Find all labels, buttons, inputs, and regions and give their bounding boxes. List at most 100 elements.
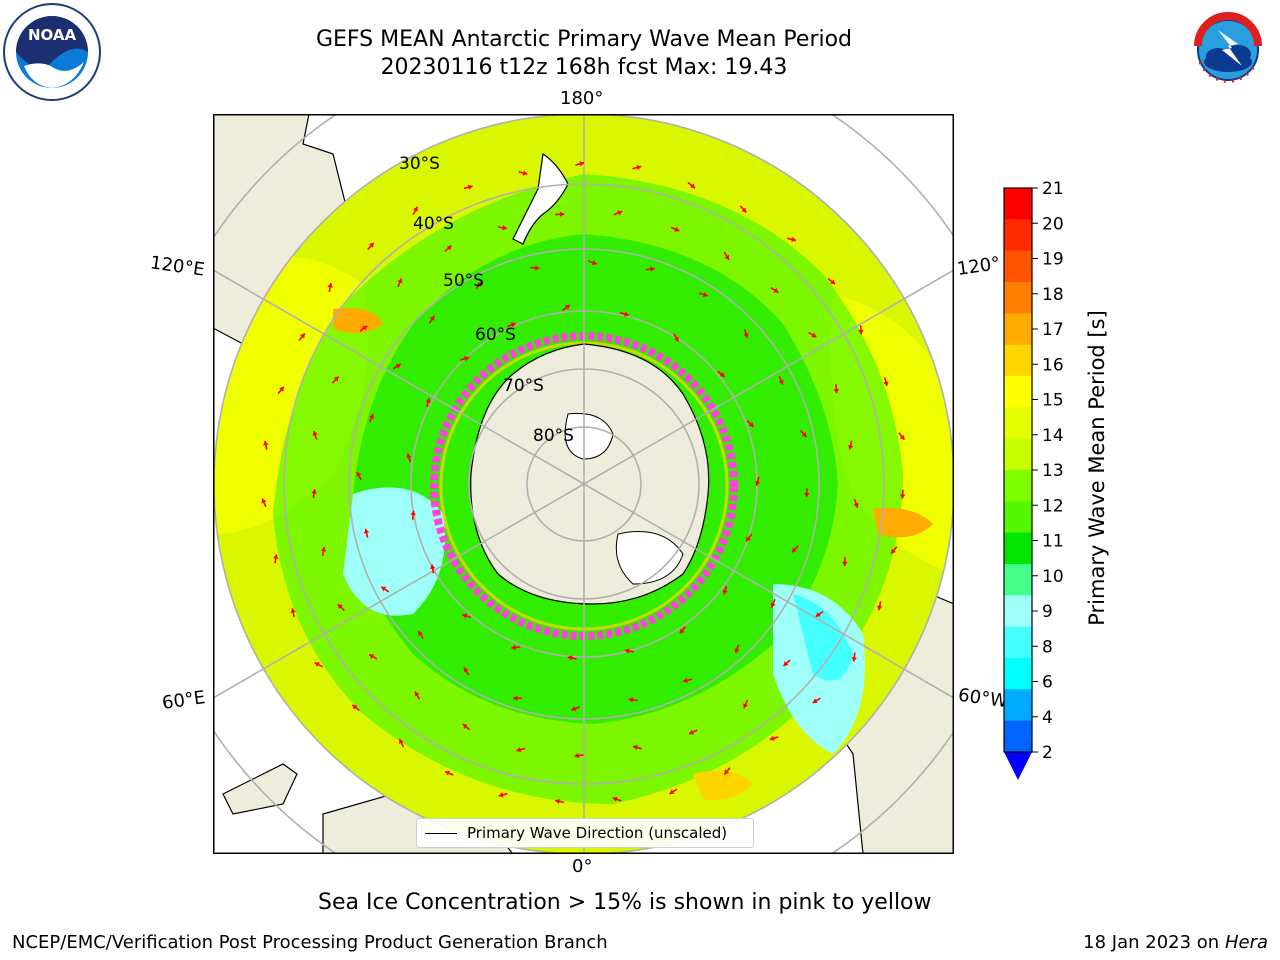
wave-arrow-head	[363, 528, 370, 534]
wave-arrow-head	[791, 236, 797, 243]
wave-arrow-head	[830, 279, 836, 285]
wave-arrow-head	[261, 498, 267, 504]
lat-label-50s: 50°S	[443, 271, 484, 291]
wave-arrow-head	[724, 254, 730, 260]
wave-arrow-head	[290, 608, 296, 614]
wave-arrow-head	[833, 388, 839, 394]
wave-arrow-head	[467, 184, 473, 190]
wave-arrow-head	[311, 489, 317, 494]
wave-arrow-head	[369, 654, 375, 659]
wave-arrow-head	[513, 695, 518, 701]
wave-arrow-head	[414, 691, 420, 697]
wave-arrow-head	[591, 260, 597, 266]
lon-label-180: 180°	[560, 88, 604, 109]
colorbar-segment	[1004, 282, 1032, 314]
colorbar-tick-label: 15	[1042, 391, 1064, 411]
footer-host: Hera	[1224, 932, 1268, 953]
wave-arrow-head	[574, 752, 579, 759]
footer-date: 18 Jan 2023 on Hera	[1083, 932, 1268, 953]
wave-arrow-head	[734, 648, 740, 654]
wave-arrow-head	[783, 661, 789, 666]
wave-arrow-head	[516, 747, 522, 753]
wave-arrow-head	[891, 548, 896, 554]
new-zealand-land	[512, 152, 569, 245]
legend-label: Primary Wave Direction (unscaled)	[467, 824, 728, 842]
colorbar-segment	[1004, 313, 1032, 346]
wave-arrow-head	[804, 492, 810, 498]
wave-arrow-head	[555, 798, 560, 804]
colorbar-segment	[1004, 595, 1032, 628]
wave-arrow-head	[650, 266, 655, 272]
wave-arrow-head	[722, 589, 728, 595]
wave-arrow-head	[851, 656, 857, 662]
lon-label-0: 0°	[572, 856, 593, 877]
wave-arrow-head	[815, 612, 821, 617]
colorbar-tick-label: 13	[1042, 461, 1064, 481]
wave-arrow-head	[362, 325, 368, 331]
wave-arrow-head	[300, 333, 305, 339]
chart-subtitle: 20230116 t12z 168h fcst Max: 19.43	[380, 55, 788, 80]
wave-arrow-head	[689, 729, 694, 735]
colorbar-tick-label: 9	[1042, 602, 1053, 622]
colorbar-label: Primary Wave Mean Period [s]	[1085, 310, 1109, 626]
colorbar-tick-label: 11	[1042, 532, 1064, 552]
wave-arrow-head	[279, 386, 284, 392]
colorbar-extend-arrow	[1004, 752, 1032, 780]
colorbar-segment	[1004, 564, 1032, 596]
wave-arrow-head	[853, 502, 859, 508]
wave-arrow-head	[476, 281, 482, 287]
wave-arrow-head	[683, 677, 688, 683]
colorbar-segment	[1004, 470, 1032, 502]
wave-arrow-head	[522, 170, 528, 176]
wave-arrow-head	[755, 480, 761, 486]
weddell-ice-shelf	[615, 531, 684, 585]
wave-arrow-head	[463, 667, 469, 673]
wave-arrow-head	[612, 796, 618, 802]
wave-arrow-head	[842, 561, 848, 567]
lon-label-60e: 60°E	[160, 687, 207, 714]
colorbar-tick-label: 12	[1042, 496, 1064, 516]
wave-arrow-head	[559, 211, 565, 217]
wave-arrow-head	[511, 644, 516, 651]
wave-direction-arrows	[261, 161, 906, 804]
wave-arrow-head	[858, 330, 864, 335]
wave-arrow-head	[567, 655, 573, 661]
wave-arrow-head	[801, 432, 807, 438]
wave-arrow-head	[702, 292, 708, 298]
wave-arrow-head	[633, 744, 638, 751]
polar-map: 30°S 40°S 50°S 60°S 70°S 80°S	[213, 114, 954, 854]
wave-arrow-head	[445, 770, 450, 776]
lat-label-60s: 60°S	[475, 325, 516, 345]
wave-arrow-head	[679, 628, 685, 634]
wave-arrow-head	[673, 336, 679, 342]
map-border	[213, 114, 954, 854]
wave-arrow-head	[773, 287, 779, 293]
wave-arrow-head	[410, 510, 416, 516]
wave-arrow-head	[791, 547, 797, 553]
wave-arrow-head	[811, 332, 817, 338]
colorbar-segment	[1004, 219, 1032, 252]
colorbar-tick-label: 8	[1042, 637, 1053, 657]
wave-arrow-head	[425, 398, 431, 403]
noaa-logo: NOAA	[3, 3, 101, 101]
wave-band-orange-spot2	[873, 508, 933, 538]
wave-arrow-head	[534, 265, 540, 271]
colorbar-segment	[1004, 689, 1032, 722]
wave-arrow-head	[397, 278, 403, 284]
wave-band-orange-spot3	[693, 770, 753, 800]
wave-arrow-head	[418, 631, 423, 637]
map-legend: Primary Wave Direction (unscaled)	[416, 818, 754, 848]
colorbar-segment	[1004, 188, 1032, 220]
wave-arrow-head	[719, 372, 725, 377]
colorbar-tick-label: 21	[1042, 180, 1064, 199]
colorbar-segment	[1004, 438, 1032, 471]
wave-arrow-head	[498, 792, 504, 798]
wave-arrow-head	[395, 364, 401, 369]
wave-arrow-head	[690, 183, 696, 189]
wave-arrow-head	[327, 283, 333, 288]
colorbar-segment	[1004, 407, 1032, 440]
wave-arrow-head	[877, 605, 883, 611]
colorbar-segment	[1004, 250, 1032, 283]
wave-arrow-head	[312, 431, 318, 436]
wave-arrow-head	[669, 789, 675, 794]
